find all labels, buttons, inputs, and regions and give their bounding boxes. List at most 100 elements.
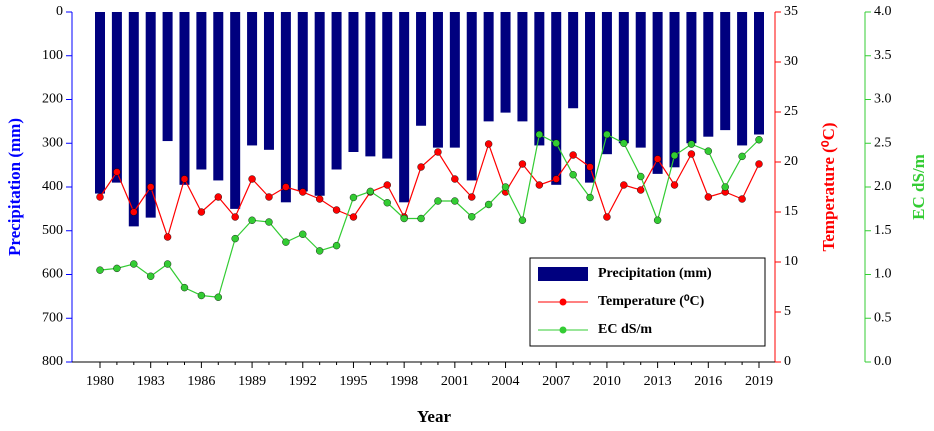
x-tick-label: 1992 [289, 374, 317, 389]
legend-swatch [559, 298, 567, 306]
point [552, 139, 560, 147]
tick-label: 3.5 [874, 48, 892, 63]
bar [737, 12, 748, 146]
point [197, 291, 206, 300]
tick-label: 0.0 [874, 354, 892, 369]
point [180, 175, 189, 183]
bar [297, 12, 308, 192]
point [214, 293, 222, 301]
bar [534, 12, 545, 146]
legend-label: Precipitation (mm) [598, 266, 712, 281]
point [704, 147, 713, 155]
tick-label: 1.5 [874, 223, 892, 238]
point [113, 168, 121, 176]
point [366, 187, 375, 196]
point [603, 213, 611, 221]
x-axis-label: Year [417, 407, 451, 426]
x-tick-label: 1980 [86, 374, 114, 389]
point [552, 175, 560, 183]
bar [635, 12, 646, 148]
point [704, 193, 713, 201]
point [620, 181, 628, 189]
bar [449, 12, 460, 148]
point [214, 193, 222, 201]
point [451, 175, 459, 183]
point [484, 140, 493, 148]
x-tick-label: 2007 [542, 374, 570, 389]
point [332, 206, 341, 214]
tick-label: 20 [784, 154, 798, 169]
point [569, 151, 577, 159]
bar [618, 12, 629, 144]
bar [128, 12, 139, 227]
point [332, 241, 341, 250]
point [518, 216, 527, 224]
point [653, 216, 662, 224]
bar [652, 12, 663, 174]
bar [466, 12, 477, 181]
bar [179, 12, 190, 185]
point [299, 188, 307, 196]
point [383, 181, 391, 189]
point [755, 160, 763, 168]
x-tick-label: 2016 [694, 374, 722, 389]
point [130, 260, 138, 268]
bar [483, 12, 494, 122]
point [96, 266, 104, 274]
tick-label: 30 [784, 54, 798, 69]
point [282, 183, 290, 191]
tick-label: 0 [56, 4, 63, 19]
point [484, 200, 493, 209]
bar [500, 12, 511, 113]
point [586, 163, 594, 171]
point [434, 148, 442, 156]
legend-swatch [538, 267, 588, 281]
bar [365, 12, 376, 157]
point [130, 208, 138, 216]
tick-label: 5 [784, 304, 791, 319]
tick-label: 0 [784, 354, 791, 369]
y3-axis-label: EC dS/m [909, 154, 928, 220]
point [501, 183, 510, 191]
bar [230, 12, 241, 209]
point [265, 218, 273, 226]
line [99, 133, 760, 298]
bar [399, 12, 410, 203]
point [315, 247, 324, 255]
tick-label: 500 [42, 223, 63, 238]
point [163, 260, 172, 268]
bar [280, 12, 291, 203]
point [282, 238, 290, 246]
line [99, 142, 760, 239]
tick-label: 4.0 [874, 4, 892, 19]
point [400, 214, 408, 223]
x-tick-label: 1995 [339, 374, 367, 389]
bar [382, 12, 393, 159]
x-tick-label: 2004 [492, 374, 520, 389]
x-tick-label: 1989 [238, 374, 266, 389]
bar [432, 12, 443, 148]
tick-label: 2.0 [874, 179, 892, 194]
tick-label: 200 [42, 92, 63, 107]
point [451, 197, 459, 205]
x-tick-label: 2001 [441, 374, 469, 389]
bar [517, 12, 528, 122]
tick-label: 400 [42, 179, 63, 194]
point [383, 199, 391, 207]
bar [585, 12, 596, 183]
point [349, 193, 358, 202]
bar [331, 12, 342, 170]
point [603, 130, 611, 139]
legend-label: EC dS/m [598, 322, 652, 337]
point [738, 195, 746, 203]
bar [551, 12, 562, 185]
tick-label: 1.0 [874, 267, 892, 282]
bar [145, 12, 156, 218]
point [687, 150, 696, 158]
bar [196, 12, 207, 170]
legend-label: Temperature (⁰C) [598, 294, 705, 309]
tick-label: 3.0 [874, 92, 892, 107]
point [96, 193, 104, 201]
point [349, 213, 358, 221]
